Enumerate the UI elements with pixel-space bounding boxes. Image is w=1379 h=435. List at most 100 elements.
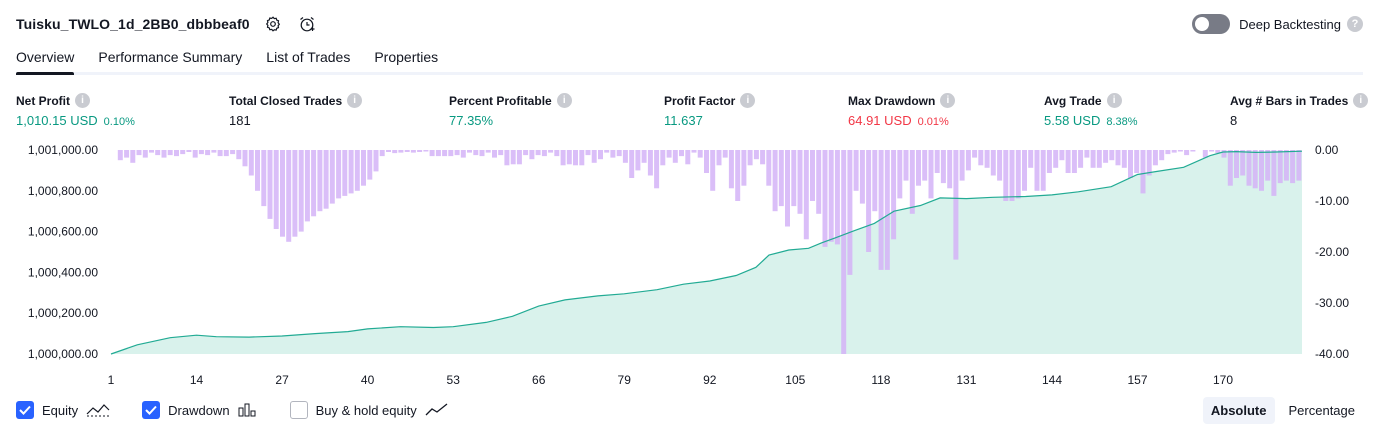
info-icon[interactable]: i	[740, 93, 756, 108]
drawdown-bar	[791, 150, 797, 207]
drawdown-bar	[566, 150, 572, 165]
deep-backtesting-toggle[interactable]	[1192, 14, 1231, 34]
drawdown-bar	[1159, 150, 1165, 161]
buy-hold-checkbox[interactable]	[289, 401, 308, 419]
drawdown-bar	[816, 150, 822, 214]
drawdown-bar	[373, 150, 379, 172]
strategy-header: Tuisku_TWLO_1d_2BB0_dbbbeaf0 Deep Backte…	[16, 12, 1363, 36]
drawdown-bar	[236, 150, 242, 160]
drawdown-bar	[685, 150, 691, 165]
stat-value: 11.637	[664, 113, 703, 128]
drawdown-bar	[760, 150, 766, 165]
drawdown-bar	[454, 150, 460, 156]
info-icon[interactable]: i	[75, 93, 90, 108]
drawdown-bar	[192, 150, 198, 158]
info-icon[interactable]: i	[1353, 93, 1369, 108]
settings-gear-icon[interactable]	[262, 13, 284, 35]
help-question-icon[interactable]: ?	[1347, 16, 1363, 32]
stat-percent-profitable: Percent Profitable i 77.35%	[449, 93, 572, 128]
drawdown-bar	[953, 150, 959, 260]
info-icon[interactable]: i	[1106, 93, 1122, 108]
legend-drawdown-label: Drawdown	[168, 402, 230, 418]
drawdown-bar	[479, 150, 485, 157]
drawdown-bar	[205, 150, 211, 156]
absolute-button[interactable]: Absolute	[1202, 397, 1275, 424]
x-tick-label: 118	[871, 373, 890, 387]
equity-area-icon	[86, 403, 110, 417]
equity-line	[110, 150, 1303, 355]
tab-properties[interactable]: Properties	[374, 49, 439, 65]
drawdown-bar	[972, 150, 978, 158]
drawdown-bar	[442, 150, 448, 157]
drawdown-bar	[1202, 150, 1208, 158]
drawdown-bar	[891, 150, 897, 240]
percentage-button[interactable]: Percentage	[1288, 403, 1356, 418]
y-right-tick-label: -30.00	[1315, 296, 1349, 310]
stat-avg-bars: Avg # Bars in Trades i 8	[1230, 93, 1369, 128]
y-right-tick-label: -10.00	[1315, 194, 1349, 208]
drawdown-bar	[1028, 150, 1034, 168]
drawdown-bar	[934, 150, 940, 173]
drawdown-bar	[130, 150, 136, 163]
drawdown-bar	[1234, 150, 1239, 178]
drawdown-bar	[710, 150, 716, 191]
stat-value: 5.58 USD	[1044, 113, 1101, 128]
y-left-tick-label: 1,000,600.00	[28, 225, 98, 239]
stat-percent: 0.10%	[103, 116, 135, 128]
drawdown-bar	[604, 150, 610, 153]
drawdown-bar	[317, 150, 323, 212]
y-left-tick-label: 1,000,000.00	[28, 347, 98, 361]
drawdown-bar	[155, 150, 161, 156]
drawdown-checkbox[interactable]	[142, 401, 161, 419]
drawdown-bar	[866, 150, 872, 252]
stat-percent: 0.01%	[917, 116, 949, 128]
drawdown-bar	[859, 150, 865, 204]
drawdown-bar	[560, 150, 566, 166]
legend-drawdown[interactable]: Drawdown	[142, 401, 257, 419]
tab-list-of-trades[interactable]: List of Trades	[266, 49, 351, 65]
drawdown-bar	[940, 150, 946, 184]
chart-legend: Equity Drawdown Buy & hold equity	[16, 401, 481, 419]
drawdown-bar	[766, 150, 772, 186]
add-alert-clock-icon[interactable]	[296, 13, 318, 35]
toggle-knob	[1195, 17, 1210, 31]
drawdown-bar	[485, 150, 491, 153]
drawdown-bar	[280, 150, 285, 237]
drawdown-bar	[884, 150, 890, 270]
drawdown-bar	[1053, 150, 1059, 168]
drawdown-bar	[1084, 150, 1090, 158]
drawdown-bar	[267, 150, 273, 219]
drawdown-bar	[598, 150, 603, 160]
drawdown-bar	[304, 150, 310, 222]
legend-equity[interactable]: Equity	[16, 401, 110, 419]
tab-overview[interactable]: Overview	[16, 44, 75, 75]
tab-performance-summary[interactable]: Performance Summary	[98, 49, 243, 65]
drawdown-bar	[336, 150, 342, 199]
drawdown-bar	[286, 150, 292, 242]
drawdown-bar	[747, 150, 753, 166]
info-icon[interactable]: i	[556, 93, 572, 108]
equity-checkbox[interactable]	[16, 401, 34, 419]
drawdown-bar	[404, 150, 410, 152]
legend-buy-hold[interactable]: Buy & hold equity	[289, 401, 449, 419]
drawdown-bar	[498, 150, 504, 156]
info-icon[interactable]: i	[347, 93, 363, 108]
drawdown-bar	[1065, 150, 1071, 173]
drawdown-bar	[1296, 150, 1302, 181]
drawdown-bar	[492, 150, 497, 158]
drawdown-bar	[117, 150, 123, 161]
drawdown-bar	[1146, 150, 1152, 176]
info-icon[interactable]: i	[940, 93, 956, 108]
drawdown-bar	[647, 150, 653, 176]
drawdown-bar	[753, 150, 759, 160]
drawdown-bar	[728, 150, 734, 189]
drawdown-bar	[691, 150, 697, 153]
drawdown-bar	[1165, 150, 1171, 155]
drawdown-bar	[460, 150, 466, 158]
drawdown-bar	[1009, 150, 1015, 201]
drawdown-bar	[1003, 150, 1009, 201]
drawdown-bar	[1121, 150, 1127, 168]
drawdown-bar	[149, 150, 154, 153]
stat-max-drawdown: Max Drawdown i 64.91 USD 0.01%	[848, 93, 956, 128]
drawdown-bar	[1128, 150, 1133, 178]
